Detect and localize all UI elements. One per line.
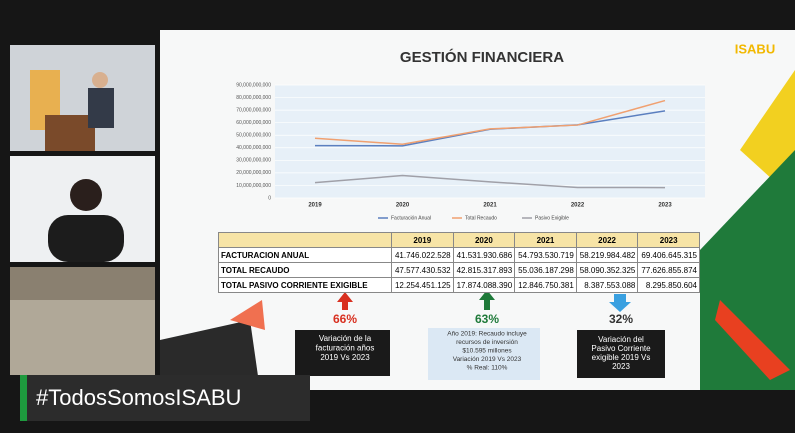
table-cell: 42.815.317.893	[453, 263, 515, 278]
note-line: 2019 Vs 2023	[320, 353, 370, 362]
interpreter-body	[48, 215, 124, 262]
y-tick-label: 0	[268, 195, 271, 201]
audience	[10, 300, 155, 375]
banner-accent	[20, 375, 27, 421]
note-line: % Real: 110%	[467, 365, 508, 372]
x-tick-label: 2022	[571, 203, 585, 209]
legend-label: Total Recaudo	[465, 215, 497, 221]
y-tick-label: 20,000,000,000	[236, 170, 271, 176]
table-cell: FACTURACION ANUAL	[219, 248, 392, 263]
y-tick-label: 70,000,000,000	[236, 107, 271, 113]
table-cell: 58.090.352.325	[576, 263, 638, 278]
note-line: 2023	[612, 362, 630, 371]
podium	[45, 115, 95, 151]
table-cell: 17.874.088.390	[453, 278, 515, 293]
note-line: Año 2019: Recaudo incluye	[447, 331, 527, 338]
table-cell: 41.531.930.686	[453, 248, 515, 263]
table-cell: 2019	[392, 233, 454, 248]
speaker-body	[88, 88, 114, 128]
table-cell: TOTAL PASIVO CORRIENTE EXIGIBLE	[219, 278, 392, 293]
legend-label: Pasivo Exigible	[535, 215, 569, 221]
x-tick-label: 2019	[308, 203, 322, 209]
note-percent: 32%	[609, 312, 633, 326]
y-tick-label: 90,000,000,000	[236, 82, 271, 88]
table-cell	[219, 233, 392, 248]
screen: GESTIÓN FINANCIERA ISABU #TodosSomosISAB…	[0, 0, 795, 433]
note-line: Variación del	[598, 335, 644, 344]
y-tick-label: 60,000,000,000	[236, 120, 271, 126]
table-cell: 12.846.750.381	[515, 278, 577, 293]
table-cell: 8.295.850.604	[638, 278, 700, 293]
table-cell: 55.036.187.298	[515, 263, 577, 278]
y-tick-label: 50,000,000,000	[236, 133, 271, 139]
note-percent: 63%	[475, 312, 499, 326]
note-percent: 66%	[333, 312, 357, 326]
table-cell: 2021	[515, 233, 577, 248]
stream-view: GESTIÓN FINANCIERA ISABU #TodosSomosISAB…	[0, 0, 795, 433]
y-tick-label: 40,000,000,000	[236, 145, 271, 151]
table-cell: 2020	[453, 233, 515, 248]
y-tick-label: 10,000,000,000	[236, 183, 271, 189]
table-cell: 12.254.451.125	[392, 278, 454, 293]
table-cell: 41.746.022.528	[392, 248, 454, 263]
slide-title: GESTIÓN FINANCIERA	[400, 48, 564, 66]
table-cell: 69.406.645.315	[638, 248, 700, 263]
table-cell: 54.793.530.719	[515, 248, 577, 263]
note-line: $10.595 millones	[462, 348, 512, 355]
legend-label: Facturación Anual	[391, 215, 431, 221]
table-cell: 8.387.553.088	[576, 278, 638, 293]
y-tick-label: 30,000,000,000	[236, 158, 271, 164]
note-line: facturación años	[316, 344, 375, 353]
x-tick-label: 2021	[483, 203, 497, 209]
note-line: Pasivo Corriente	[591, 344, 651, 353]
table-cell: 47.577.430.532	[392, 263, 454, 278]
interpreter-head	[70, 179, 102, 211]
table-cell: 2023	[638, 233, 700, 248]
note-line: recursos de inversión	[456, 339, 518, 346]
y-tick-label: 80,000,000,000	[236, 95, 271, 101]
x-tick-label: 2023	[658, 203, 672, 209]
x-tick-label: 2020	[396, 203, 410, 209]
speaker-head	[92, 72, 108, 88]
table-cell: TOTAL RECAUDO	[219, 263, 392, 278]
table-cell: 58.219.984.482	[576, 248, 638, 263]
note-line: Variación de la	[319, 334, 372, 343]
note-line: Variación 2019 Vs 2023	[453, 356, 522, 363]
logo: ISABU	[735, 41, 775, 56]
table-cell: 77.626.855.874	[638, 263, 700, 278]
note-line: exigible 2019 Vs	[592, 353, 651, 362]
hashtag: #TodosSomosISABU	[36, 385, 241, 410]
table-cell: 2022	[576, 233, 638, 248]
